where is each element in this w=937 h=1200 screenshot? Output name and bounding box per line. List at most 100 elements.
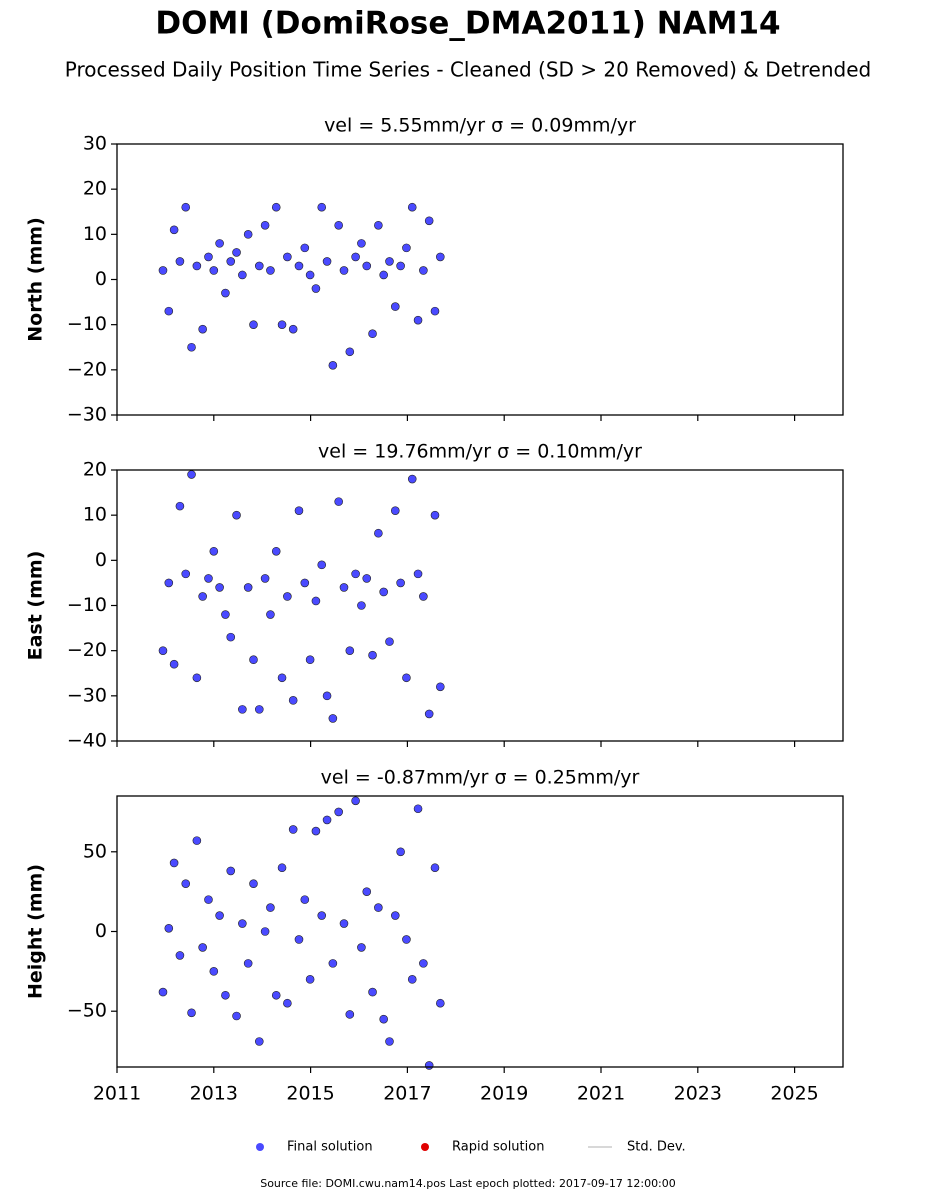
y-tick-label: −20 <box>67 358 107 380</box>
point <box>379 587 388 597</box>
point <box>419 959 428 968</box>
point <box>288 696 298 705</box>
point <box>413 804 423 814</box>
x-tick-label: 2011 <box>93 1083 141 1105</box>
point <box>260 927 270 936</box>
plot-frame <box>116 469 844 742</box>
point <box>232 1011 241 1021</box>
point <box>430 510 440 520</box>
point <box>305 655 315 665</box>
point <box>311 284 321 293</box>
point <box>249 879 258 888</box>
x-tick-label: 2015 <box>286 1083 334 1105</box>
point <box>357 601 366 610</box>
point <box>181 569 191 579</box>
point <box>317 202 327 212</box>
y-tick-label: −10 <box>67 313 107 335</box>
figure-subtitle: Processed Daily Position Time Series - C… <box>65 58 871 82</box>
point <box>254 261 264 271</box>
point <box>294 935 304 944</box>
point <box>283 252 292 262</box>
point <box>328 361 338 370</box>
point <box>368 329 377 339</box>
point <box>221 610 230 619</box>
point <box>271 546 281 556</box>
point <box>436 682 445 692</box>
point <box>407 474 417 484</box>
point <box>204 252 213 262</box>
point <box>294 506 304 515</box>
x-tick-label: 2025 <box>770 1083 818 1105</box>
y-tick-label: −20 <box>67 639 107 661</box>
point <box>368 987 377 997</box>
point <box>362 261 372 271</box>
y-axis-label: East (mm) <box>25 551 47 661</box>
point <box>436 998 445 1008</box>
point <box>357 943 366 952</box>
point <box>198 943 207 952</box>
point <box>334 221 343 230</box>
y-axis-label: Height (mm) <box>25 864 47 999</box>
point <box>300 895 310 904</box>
point <box>254 1037 264 1046</box>
point <box>260 574 270 583</box>
point <box>266 903 275 912</box>
point <box>238 705 247 714</box>
point <box>339 583 349 592</box>
point <box>294 261 304 271</box>
point <box>424 1061 434 1070</box>
x-tick-label: 2019 <box>480 1083 528 1105</box>
plot-frame <box>116 143 844 416</box>
point <box>175 951 185 960</box>
point <box>413 569 423 579</box>
y-tick-label: −10 <box>67 594 107 616</box>
point <box>238 919 247 928</box>
legend-label: Rapid solution <box>452 1140 544 1155</box>
point <box>430 863 440 873</box>
point <box>232 510 241 520</box>
point <box>390 302 400 311</box>
legend-marker <box>256 1143 264 1151</box>
x-tick-label: 2023 <box>674 1083 722 1105</box>
point <box>368 650 377 660</box>
point <box>311 596 321 606</box>
point <box>424 709 434 719</box>
x-tick-label: 2021 <box>577 1083 625 1105</box>
point <box>288 825 298 834</box>
legend-marker <box>421 1143 429 1151</box>
point <box>277 673 287 683</box>
point <box>402 673 411 683</box>
point <box>385 637 394 646</box>
y-tick-label: 50 <box>83 840 107 862</box>
point <box>328 959 338 968</box>
point <box>300 578 310 588</box>
point <box>187 1008 196 1018</box>
point <box>339 266 349 275</box>
point <box>238 270 247 280</box>
point <box>243 959 253 968</box>
point <box>277 320 287 329</box>
point <box>226 257 236 266</box>
point <box>379 1014 388 1024</box>
point <box>357 239 366 248</box>
point <box>334 807 343 817</box>
point <box>158 987 168 997</box>
point <box>260 221 270 230</box>
point <box>249 655 258 665</box>
point <box>407 975 417 984</box>
legend-label: Final solution <box>287 1140 373 1155</box>
point <box>169 225 179 235</box>
y-tick-label: 0 <box>95 549 107 571</box>
y-tick-label: 20 <box>83 178 107 200</box>
point <box>271 990 281 1000</box>
point <box>187 342 196 352</box>
point <box>424 216 434 226</box>
point <box>271 202 281 212</box>
y-tick-label: 20 <box>83 459 107 481</box>
point <box>198 324 207 334</box>
point <box>390 911 400 920</box>
point <box>396 847 405 857</box>
point <box>209 967 219 976</box>
point <box>204 895 213 904</box>
